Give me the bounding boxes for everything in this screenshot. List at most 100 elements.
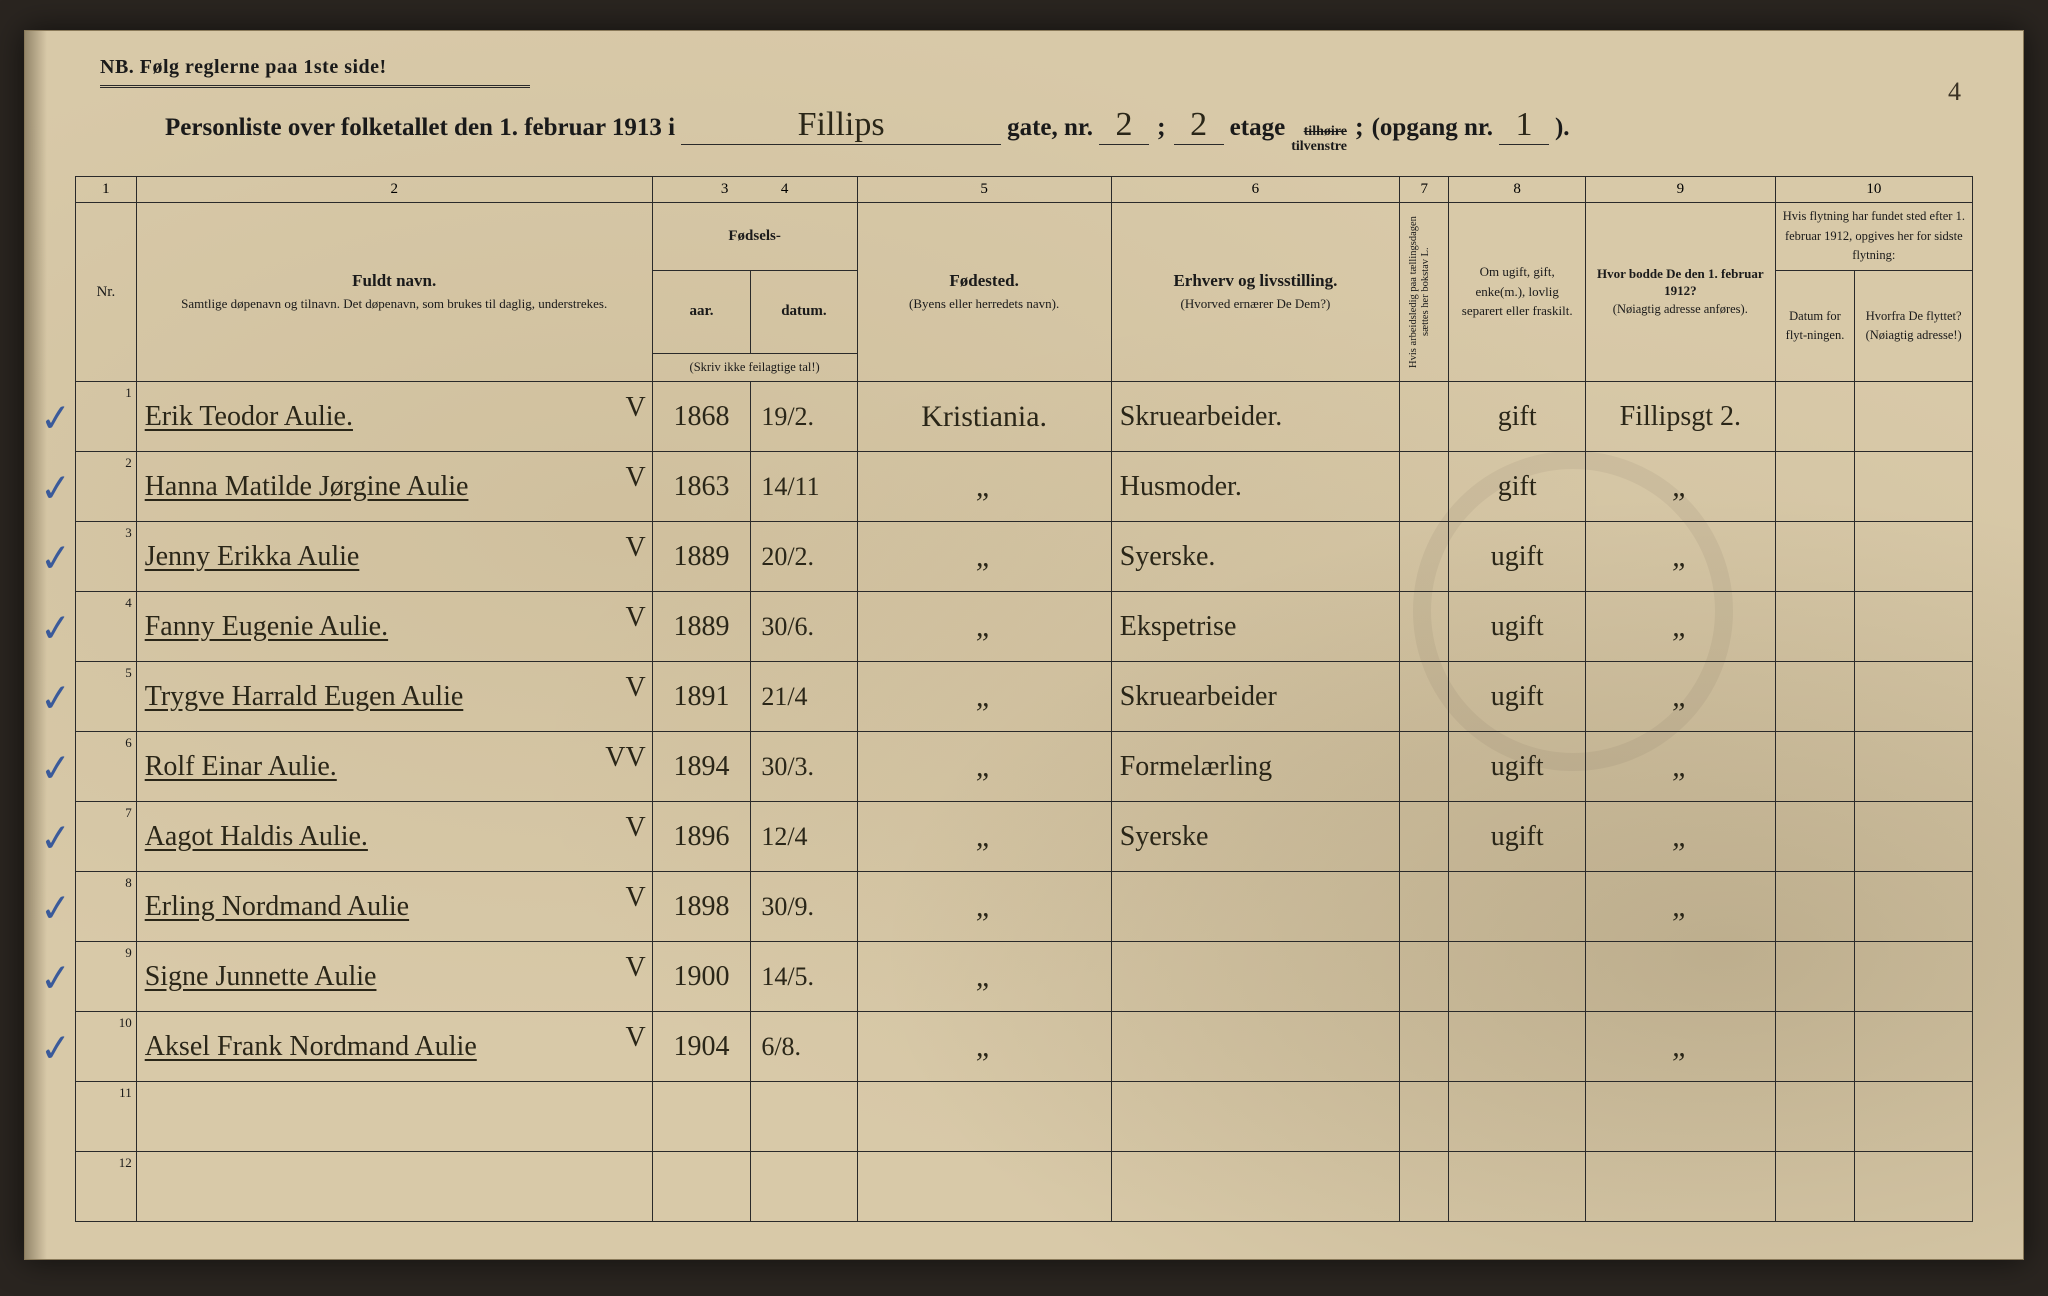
hdr-fodsels: Fødsels- xyxy=(652,203,857,271)
cell-date: 30/3. xyxy=(751,732,857,802)
cell-year: 1868 xyxy=(652,382,751,452)
cell-year: 1863 xyxy=(652,452,751,522)
colnum-3-4: 3 4 xyxy=(652,177,857,203)
cell-prev-addr: „ xyxy=(1585,592,1775,662)
hdr-prev-addr: Hvor bodde De den 1. februar 1912? (Nøia… xyxy=(1585,203,1775,382)
cell-move-date xyxy=(1775,1082,1855,1152)
cell-marital: ugift xyxy=(1449,592,1586,662)
cell-nr: ✓1 xyxy=(76,382,137,452)
cell-nr: ✓4 xyxy=(76,592,137,662)
cell-name: Hanna Matilde Jørgine AulieV xyxy=(136,452,652,522)
cell-place: „ xyxy=(857,872,1111,942)
cell-nr: ✓5 xyxy=(76,662,137,732)
cell-marital: ugift xyxy=(1449,732,1586,802)
cell-move-date xyxy=(1775,1152,1855,1222)
hdr-name: Fuldt navn. Samtlige døpenavn og tilnavn… xyxy=(136,203,652,382)
title-line: Personliste over folketallet den 1. febr… xyxy=(165,106,1973,154)
cell-occupation: Husmoder. xyxy=(1111,452,1399,522)
cell-place: „ xyxy=(857,802,1111,872)
table-row: ✓2Hanna Matilde Jørgine AulieV186314/11„… xyxy=(76,452,1973,522)
cell-move-from xyxy=(1855,1082,1973,1152)
cell-date: 20/2. xyxy=(751,522,857,592)
hdr-fodested: Fødested. (Byens eller herredets navn). xyxy=(857,203,1111,382)
etage-label: etage xyxy=(1230,114,1286,142)
cell-nr: ✓2 xyxy=(76,452,137,522)
table-row: ✓6Rolf Einar Aulie.VV189430/3.„Formelærl… xyxy=(76,732,1973,802)
cell-nr: ✓10 xyxy=(76,1012,137,1082)
cell-place xyxy=(857,1152,1111,1222)
colnum-8: 8 xyxy=(1449,177,1586,203)
check-icon: ✓ xyxy=(38,605,74,653)
title-prefix: Personliste over folketallet den 1. febr… xyxy=(165,114,675,142)
cell-unemployed xyxy=(1400,382,1449,452)
cell-unemployed xyxy=(1400,522,1449,592)
cell-move-date xyxy=(1775,522,1855,592)
cell-unemployed xyxy=(1400,662,1449,732)
hdr-fodested-sub: (Byens eller herredets navn). xyxy=(909,296,1059,311)
hdr-marital: Om ugift, gift, enke(m.), lovlig separer… xyxy=(1449,203,1586,382)
hdr-datum: datum. xyxy=(751,270,857,353)
cell-unemployed xyxy=(1400,592,1449,662)
v-mark: VV xyxy=(605,742,645,774)
cell-move-date xyxy=(1775,662,1855,732)
cell-move-date xyxy=(1775,802,1855,872)
cell-marital: gift xyxy=(1449,382,1586,452)
cell-date: 30/9. xyxy=(751,872,857,942)
cell-name: Fanny Eugenie Aulie.V xyxy=(136,592,652,662)
cell-marital xyxy=(1449,1082,1586,1152)
header-row-1: Nr. Fuldt navn. Samtlige døpenavn og til… xyxy=(76,203,1973,271)
opgang-label: (opgang nr. xyxy=(1372,114,1493,142)
cell-name: Rolf Einar Aulie.VV xyxy=(136,732,652,802)
etage-opt-top: tilhøire xyxy=(1291,125,1347,140)
cell-year: 1898 xyxy=(652,872,751,942)
hdr-name-sub: Samtlige døpenavn og tilnavn. Det døpena… xyxy=(181,296,607,311)
v-mark: V xyxy=(625,672,645,704)
nb-instruction: NB. Følg reglerne paa 1ste side! xyxy=(100,56,530,88)
hdr-erhverv: Erhverv og livsstilling. (Hvorved ernære… xyxy=(1111,203,1399,382)
check-icon: ✓ xyxy=(38,815,74,863)
cell-date: 6/8. xyxy=(751,1012,857,1082)
cell-move-from xyxy=(1855,732,1973,802)
cell-place: „ xyxy=(857,732,1111,802)
cell-move-date xyxy=(1775,382,1855,452)
cell-name xyxy=(136,1082,652,1152)
cell-year: 1900 xyxy=(652,942,751,1012)
cell-move-from xyxy=(1855,592,1973,662)
check-icon: ✓ xyxy=(38,885,74,933)
v-mark: V xyxy=(625,952,645,984)
etage-options: tilhøire tilvenstre xyxy=(1291,125,1347,154)
cell-date: 19/2. xyxy=(751,382,857,452)
cell-date: 30/6. xyxy=(751,592,857,662)
cell-occupation: Skruearbeider. xyxy=(1111,382,1399,452)
etage-nr: 2 xyxy=(1174,106,1224,145)
hdr-aar: aar. xyxy=(652,270,751,353)
cell-occupation xyxy=(1111,942,1399,1012)
cell-move-date xyxy=(1775,872,1855,942)
cell-occupation xyxy=(1111,1082,1399,1152)
cell-occupation: Formelærling xyxy=(1111,732,1399,802)
cell-move-from xyxy=(1855,1152,1973,1222)
cell-date xyxy=(751,1082,857,1152)
cell-date: 21/4 xyxy=(751,662,857,732)
cell-prev-addr: „ xyxy=(1585,872,1775,942)
cell-name: Aksel Frank Nordmand AulieV xyxy=(136,1012,652,1082)
cell-name: Aagot Haldis Aulie.V xyxy=(136,802,652,872)
cell-year: 1891 xyxy=(652,662,751,732)
check-icon: ✓ xyxy=(38,675,74,723)
cell-unemployed xyxy=(1400,452,1449,522)
hdr-move-date: Datum for flyt-ningen. xyxy=(1775,270,1855,382)
colnum-2: 2 xyxy=(136,177,652,203)
table-row: ✓9Signe Junnette AulieV190014/5.„ xyxy=(76,942,1973,1012)
cell-year: 1904 xyxy=(652,1012,751,1082)
cell-unemployed xyxy=(1400,872,1449,942)
hdr-col7-text: Hvis arbeidsledig paa tællingsdagen sætt… xyxy=(1406,207,1434,377)
cell-name: Trygve Harrald Eugen AulieV xyxy=(136,662,652,732)
cell-move-from xyxy=(1855,452,1973,522)
title-semicolon: ; xyxy=(1155,112,1168,142)
cell-unemployed xyxy=(1400,732,1449,802)
cell-move-date xyxy=(1775,1012,1855,1082)
table-row: ✓7Aagot Haldis Aulie.V189612/4„Syerskeug… xyxy=(76,802,1973,872)
table-row: ✓8Erling Nordmand AulieV189830/9.„„ xyxy=(76,872,1973,942)
cell-marital: gift xyxy=(1449,452,1586,522)
check-icon: ✓ xyxy=(38,745,74,793)
